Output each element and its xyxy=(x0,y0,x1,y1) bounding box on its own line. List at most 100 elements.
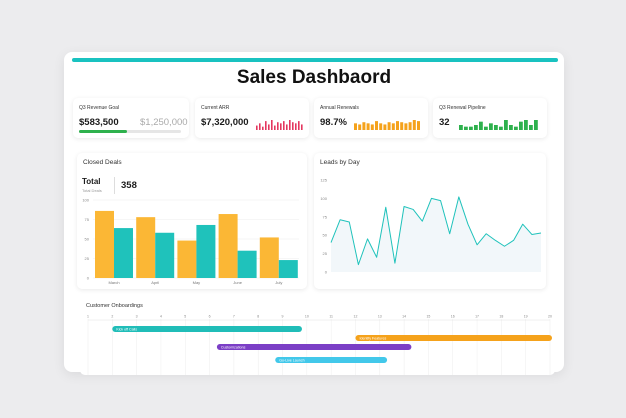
gantt-bar xyxy=(355,335,552,341)
spark-bar xyxy=(280,123,282,130)
spark-bar xyxy=(256,125,258,130)
spark-bar xyxy=(519,121,523,130)
gantt-bar-label: Go-Live Launch xyxy=(279,358,304,362)
gantt-bar xyxy=(112,326,302,332)
bar xyxy=(278,260,298,278)
line-series xyxy=(330,196,542,266)
bar-y-tick: 100 xyxy=(82,198,89,203)
spark-bar xyxy=(509,125,513,130)
gantt-tick: 9 xyxy=(282,315,284,319)
spark-bar xyxy=(391,123,395,130)
renewals-sparkline xyxy=(354,120,420,130)
bar xyxy=(259,237,279,278)
spark-bar xyxy=(292,122,294,130)
closed-deals-title: Closed Deals xyxy=(83,159,122,166)
total-label: Total xyxy=(82,177,101,186)
gantt-tick: 3 xyxy=(136,315,138,319)
gantt-tick: 5 xyxy=(184,315,186,319)
leads-panel: Leads by Day 0 25 50 75 100 125 xyxy=(314,153,546,289)
spark-bar xyxy=(408,122,412,130)
gantt-tick: 20 xyxy=(548,315,552,319)
pipeline-sparkline xyxy=(459,120,538,130)
closed-deals-bar-chart: 0 25 50 75 100 March April May June July xyxy=(82,198,299,285)
line-y-tick: 0 xyxy=(325,270,328,275)
bar xyxy=(237,250,257,278)
spark-bar xyxy=(274,125,276,130)
gantt-tick: 1 xyxy=(87,315,89,319)
line-area xyxy=(331,196,541,272)
bar xyxy=(114,228,133,278)
kpi-arr-card[interactable]: Current ARR $7,320,000 xyxy=(195,98,309,138)
arr-sparkline xyxy=(256,120,303,130)
spark-bar xyxy=(286,124,288,130)
spark-bar xyxy=(379,123,383,130)
total-sublabel: Total Deals xyxy=(82,188,102,193)
leads-line-chart: 0 25 50 75 100 125 xyxy=(320,178,542,275)
leads-title: Leads by Day xyxy=(320,159,360,166)
spark-bar xyxy=(289,120,291,130)
spark-bar xyxy=(459,125,463,130)
gantt-bar xyxy=(275,357,388,363)
line-y-tick: 75 xyxy=(323,214,328,219)
gantt-tick: 11 xyxy=(329,315,333,319)
spark-bar xyxy=(404,123,408,130)
spark-bar xyxy=(489,123,493,130)
spark-bar xyxy=(366,123,370,130)
spark-bar xyxy=(417,121,420,130)
bar xyxy=(136,217,156,278)
total-value: 358 xyxy=(121,180,137,191)
gantt-tick: 8 xyxy=(257,315,259,319)
total-divider xyxy=(114,177,115,194)
bar xyxy=(155,232,175,278)
gantt-tick: 12 xyxy=(354,315,358,319)
kpi-revenue-label: Q3 Revenue Goal xyxy=(79,105,120,111)
spark-bar xyxy=(504,120,508,130)
spark-bar xyxy=(396,121,399,130)
kpi-arr-label: Current ARR xyxy=(201,105,230,111)
gantt-tick: 16 xyxy=(451,315,455,319)
spark-bar xyxy=(370,124,374,130)
gantt-bar xyxy=(216,344,412,350)
bar-x-tick: April xyxy=(151,280,159,285)
revenue-progress-track xyxy=(79,130,181,133)
bar-x-tick: July xyxy=(275,280,282,285)
spark-bar xyxy=(534,120,538,130)
gantt-tick: 17 xyxy=(475,315,479,319)
bar xyxy=(218,214,238,278)
gantt-tick: 13 xyxy=(378,315,382,319)
spark-bar xyxy=(277,122,279,130)
gantt-tick: 10 xyxy=(305,315,309,319)
spark-bar xyxy=(494,125,498,130)
spark-bar xyxy=(358,124,362,130)
spark-bar xyxy=(268,124,270,130)
kpi-renewals-card[interactable]: Annual Renewals 98.7% xyxy=(314,98,428,138)
spark-bar xyxy=(295,123,297,130)
kpi-revenue-card[interactable]: Q3 Revenue Goal $583,500 $1,250,000 xyxy=(73,98,189,138)
spark-bar xyxy=(464,126,468,130)
kpi-renewals-label: Annual Renewals xyxy=(320,105,359,111)
gantt-bar-label: Customizations xyxy=(221,345,246,349)
kpi-pipeline-value: 32 xyxy=(439,117,450,128)
spark-bar xyxy=(479,121,483,130)
gantt-tick: 7 xyxy=(233,315,235,319)
kpi-revenue-target: $1,250,000 xyxy=(140,117,188,128)
closed-deals-panel: Closed Deals Total Total Deals 358 0 25 50… xyxy=(77,153,307,289)
spark-bar xyxy=(259,123,261,130)
page-title: Sales Dashbaord xyxy=(236,67,392,88)
spark-bar xyxy=(514,126,518,130)
spark-bar xyxy=(375,121,378,130)
bar-y-tick: 0 xyxy=(87,276,90,281)
spark-bar xyxy=(387,122,391,130)
gantt-bar-label: Identify Features xyxy=(359,336,386,340)
spark-bar xyxy=(271,120,273,130)
kpi-renewals-value: 98.7% xyxy=(320,117,347,128)
spark-bar xyxy=(354,123,357,130)
gantt-tick: 18 xyxy=(499,315,503,319)
spark-bar xyxy=(412,120,416,130)
gantt-tick: 2 xyxy=(111,315,113,319)
spark-bar xyxy=(265,121,267,130)
spark-bar xyxy=(400,122,404,130)
kpi-pipeline-card[interactable]: Q3 Renewal Pipeline 32 xyxy=(433,98,547,138)
bar-x-tick: May xyxy=(193,280,201,285)
